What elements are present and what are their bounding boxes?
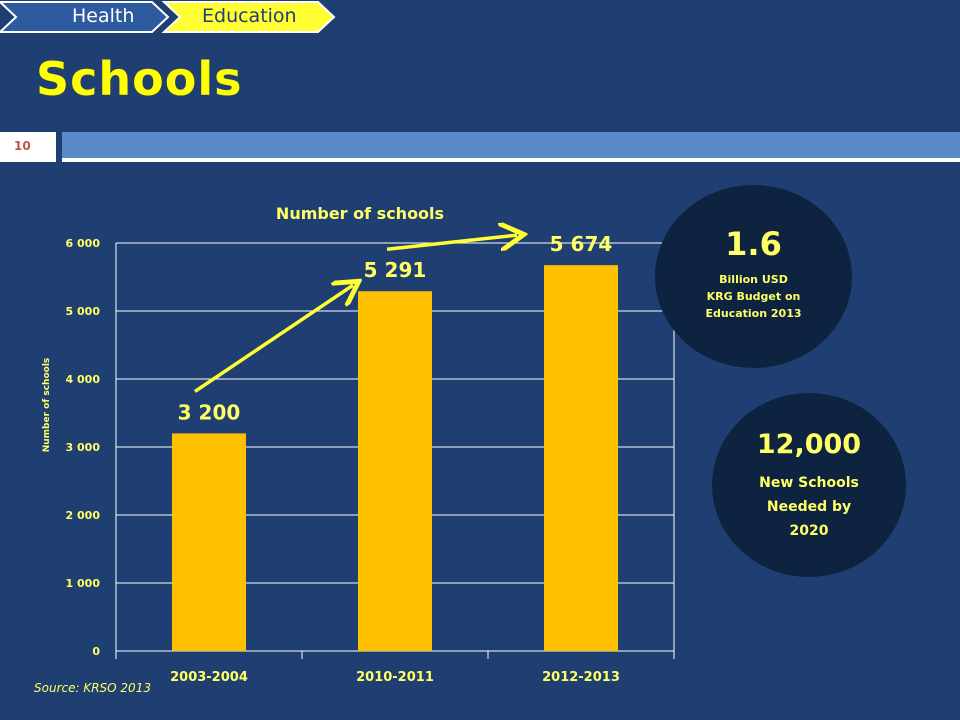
y-tick-label: 4 000 [66,373,101,386]
budget-callout: 1.6 Billion USD KRG Budget on Education … [655,185,852,368]
x-tick-label: 2010-2011 [356,670,434,685]
budget-line-3: Education 2013 [705,307,802,320]
schools-line-2: Needed by [766,499,852,515]
slide-number-badge: 10 [0,132,56,162]
breadcrumb-tab-education[interactable] [161,1,336,33]
title-rule-bar [62,132,960,158]
title-rule-underline [62,158,960,162]
bar-2010-2011 [358,291,432,651]
bar-2003-2004 [172,433,246,651]
breadcrumb-label-education[interactable]: Education [202,5,297,27]
page-title: Schools [36,52,243,106]
data-label: 3 200 [178,400,241,424]
growth-arrow [386,235,517,249]
y-tick-label: 0 [92,645,100,658]
schools-line-3: 2020 [789,523,829,539]
y-tick-label: 3 000 [66,441,101,454]
slide-number: 10 [14,139,31,153]
y-tick-label: 5 000 [66,305,101,318]
budget-line-2: KRG Budget on [706,290,801,303]
y-tick-label: 1 000 [66,577,101,590]
breadcrumb-shapes [0,1,336,33]
schools-value: 12,000 [756,429,862,460]
breadcrumb: Health Education [0,0,340,33]
y-tick-label: 6 000 [66,237,101,250]
budget-line-1: Billion USD [719,273,788,286]
budget-value: 1.6 [725,225,782,263]
breadcrumb-tab-health[interactable] [0,1,170,33]
schools-callout: 12,000 New Schools Needed by 2020 [712,393,906,577]
breadcrumb-label-health[interactable]: Health [72,5,135,27]
x-tick-label: 2012-2013 [542,670,620,685]
chart-title: Number of schools [275,204,445,223]
bar-2012-2013 [544,265,618,651]
data-label: 5 291 [364,258,427,282]
data-label: 5 674 [550,232,613,256]
growth-arrow [194,285,353,393]
y-tick-label: 2 000 [66,509,101,522]
schools-line-1: New Schools [759,475,859,491]
x-tick-label: 2003-2004 [170,670,248,685]
source-note: Source: KRSO 2013 [34,681,151,695]
